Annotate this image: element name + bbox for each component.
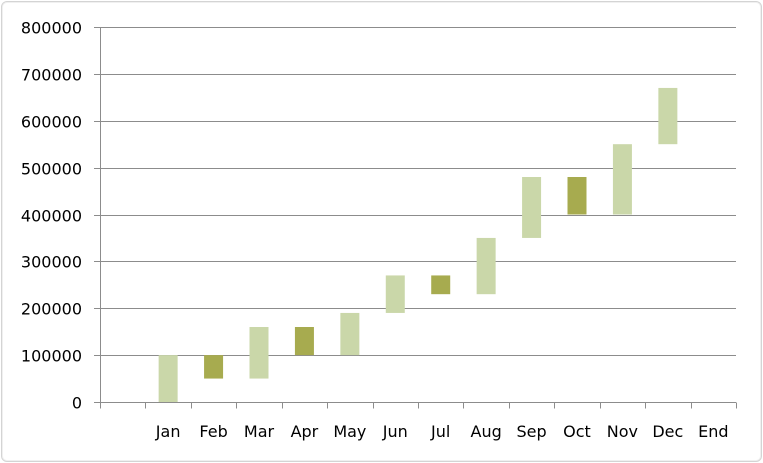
bar-dec (658, 87, 678, 145)
bar-oct (567, 177, 587, 215)
y-tick-label: 700000 (21, 66, 82, 85)
bar-jan (158, 355, 178, 402)
tick-labels: 0 100000 200000 300000 400000 500000 600000 700… (21, 19, 729, 442)
bar-jun (385, 275, 405, 313)
bars (158, 87, 678, 402)
y-tick-label: 100000 (21, 347, 82, 366)
x-tick-label: Jul (430, 422, 450, 441)
bar-nov (612, 144, 632, 215)
x-tick-label: Jun (382, 422, 408, 441)
x-tick-label: Mar (244, 422, 275, 441)
y-tick-label: 300000 (21, 253, 82, 272)
bar-mar (249, 327, 269, 379)
x-tick-label: May (333, 422, 366, 441)
x-tick-label: End (698, 422, 728, 441)
axes (94, 27, 737, 409)
bar-jul (431, 275, 451, 295)
bar-aug (476, 237, 496, 295)
x-tick-label: Dec (652, 422, 683, 441)
x-tick-label: Sep (516, 422, 546, 441)
y-tick-label: 0 (72, 394, 82, 413)
y-tick-label: 500000 (21, 160, 82, 179)
x-tick-label: Jan (155, 422, 181, 441)
bar-feb (204, 355, 224, 379)
bar-may (340, 312, 360, 356)
y-tick-label: 400000 (21, 207, 82, 226)
x-tick-label: Oct (563, 422, 591, 441)
x-tick-label: Feb (199, 422, 227, 441)
x-tick-label: Apr (291, 422, 319, 441)
gridlines (100, 27, 736, 356)
bar-sep (522, 177, 542, 238)
y-tick-label: 800000 (21, 19, 82, 38)
y-tick-label: 600000 (21, 113, 82, 132)
x-tick-label: Nov (607, 422, 638, 441)
y-tick-label: 200000 (21, 300, 82, 319)
x-tick-label: Aug (471, 422, 502, 441)
bar-apr (294, 327, 314, 356)
